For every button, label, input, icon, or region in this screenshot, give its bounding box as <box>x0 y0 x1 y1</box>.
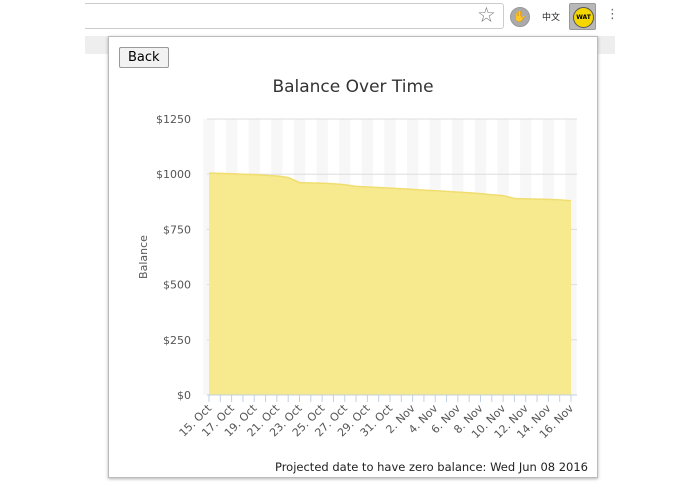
projected-zero-date: Projected date to have zero balance: Wed… <box>274 460 588 474</box>
stop-hand-icon[interactable]: ✋ <box>510 7 530 27</box>
browser-toolbar: ☆ ✋ 中文 WAT ⋮ <box>0 0 695 36</box>
y-tick-label: $750 <box>163 223 191 236</box>
y-tick-label: $0 <box>177 389 191 402</box>
chart-title: Balance Over Time <box>272 77 433 97</box>
menu-icon[interactable]: ⋮ <box>606 7 619 22</box>
y-tick-label: $250 <box>163 334 191 347</box>
wat-extension-button[interactable]: WAT <box>569 3 596 30</box>
y-tick-label: $1250 <box>156 113 191 126</box>
balance-line <box>208 172 572 202</box>
y-axis-label: Balance <box>137 235 150 279</box>
chinese-ext-icon[interactable]: 中文 <box>542 13 561 23</box>
address-bar[interactable] <box>85 3 504 29</box>
balance-area <box>209 173 571 395</box>
y-tick-label: $500 <box>163 279 191 292</box>
star-icon[interactable]: ☆ <box>477 3 496 27</box>
y-tick-label: $1000 <box>156 168 191 181</box>
extension-popup: Back $0 $250 $500 $750 $1000 $1250 15. Oct 17. … <box>108 36 598 478</box>
back-button[interactable]: Back <box>119 47 169 68</box>
wat-icon: WAT <box>573 7 594 28</box>
